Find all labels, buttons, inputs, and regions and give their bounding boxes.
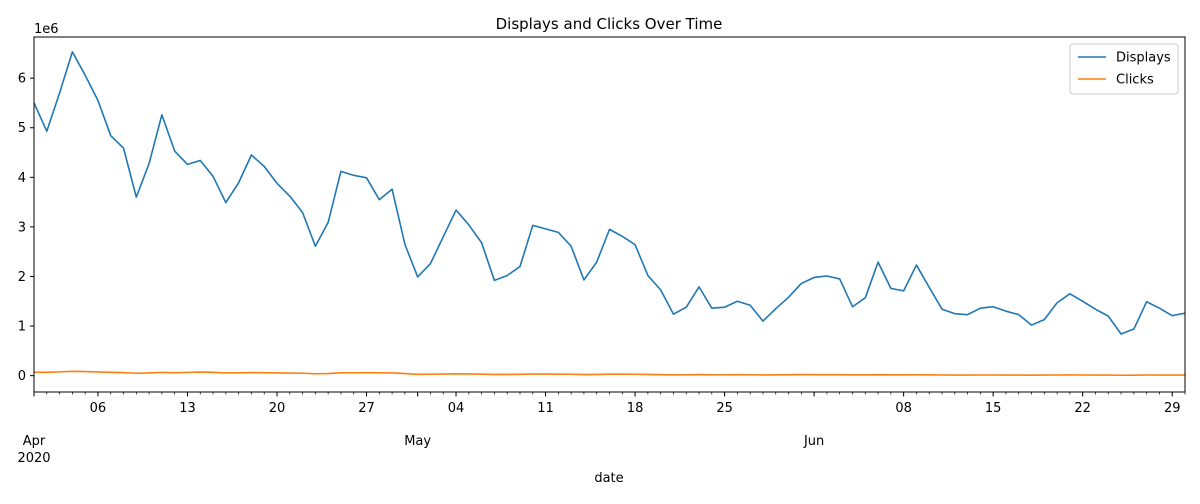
legend-label-clicks: Clicks	[1116, 73, 1154, 88]
x-tick-label: 11	[537, 401, 554, 416]
chart-title: Displays and Clicks Over Time	[496, 15, 723, 33]
x-axis: 06 13 20 27 04 11 18 25 08 15 22 29 Apr 2020 May Jun	[17, 392, 1186, 466]
x-tick-label: 18	[627, 401, 644, 416]
legend: Displays Clicks	[1069, 43, 1179, 95]
x-axis-label: date	[594, 471, 623, 486]
y-tick-label: 0	[18, 369, 26, 384]
x-tick-label: 25	[716, 401, 733, 416]
y-tick-label: 3	[18, 220, 26, 235]
y-axis-offset-label: 1e6	[34, 22, 59, 37]
x-tick-label: 04	[448, 401, 465, 416]
series-line-displays	[33, 51, 1186, 335]
x-tick-label: 22	[1074, 401, 1091, 416]
x-tick-label: 08	[895, 401, 912, 416]
x-year-label: 2020	[17, 451, 50, 466]
y-tick-label: 5	[18, 121, 26, 136]
x-tick-label: 06	[90, 401, 107, 416]
x-month-label: Jun	[803, 434, 824, 449]
x-month-label: May	[404, 434, 431, 449]
series-line-clicks	[33, 370, 1186, 377]
x-month-label: Apr	[23, 434, 46, 449]
x-tick-label: 27	[358, 401, 375, 416]
x-tick-label: 13	[179, 401, 196, 416]
y-axis: 0 1 2 3 4 5 6	[18, 72, 34, 384]
plot-frame	[33, 36, 1186, 393]
y-tick-label: 2	[18, 270, 26, 285]
x-tick-label: 20	[269, 401, 286, 416]
legend-label-displays: Displays	[1116, 51, 1171, 66]
plot-area: 0 1 2 3 4 5 6 06 13 20 27 04 11 18 25 08 15 22 29 Apr 2020 M…	[17, 36, 1186, 466]
series-layer	[33, 51, 1186, 377]
x-tick-label: 29	[1164, 401, 1181, 416]
y-tick-label: 1	[18, 320, 26, 335]
y-tick-label: 6	[18, 72, 26, 87]
y-tick-label: 4	[18, 171, 26, 186]
x-tick-label: 15	[985, 401, 1002, 416]
